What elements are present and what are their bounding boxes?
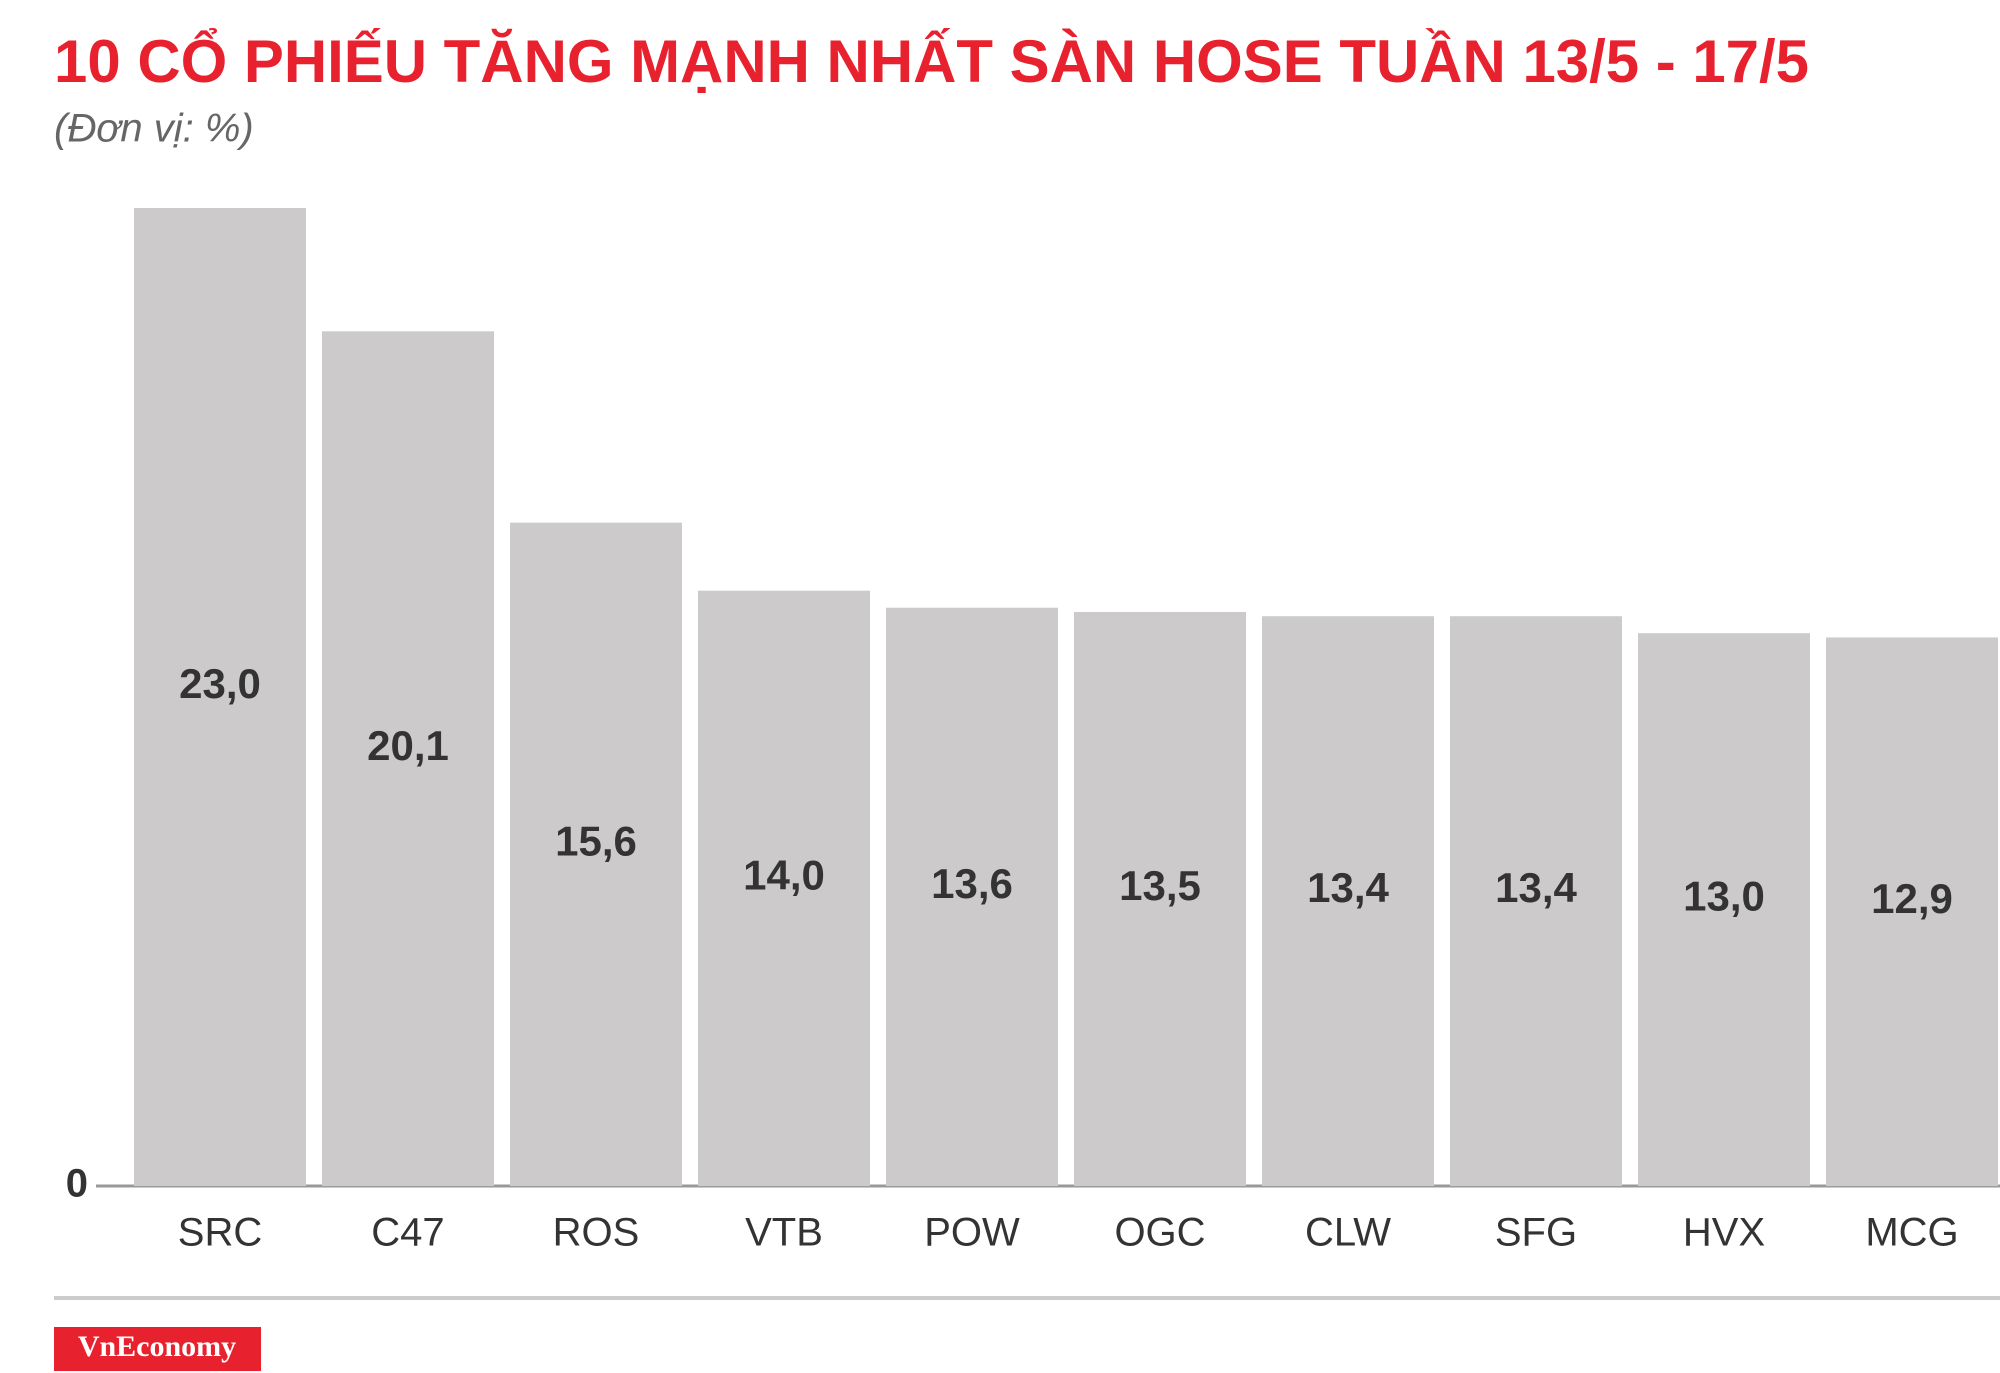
bar	[886, 607, 1058, 1186]
logo-box	[54, 1327, 261, 1371]
value-label: 13,5	[1119, 862, 1201, 909]
value-label: 13,4	[1495, 864, 1577, 911]
value-label: 23,0	[179, 660, 261, 707]
x-tick-label: HVX	[1683, 1211, 1765, 1255]
x-tick-label: MCG	[1865, 1211, 1958, 1255]
x-tick-label: CLW	[1305, 1211, 1391, 1255]
x-tick-label: SFG	[1495, 1211, 1577, 1255]
bar	[1638, 633, 1810, 1186]
chart-subtitle: (Đơn vị: %)	[54, 107, 254, 151]
bar	[1074, 611, 1246, 1186]
value-label: 13,0	[1683, 873, 1765, 920]
x-tick-label: C47	[371, 1211, 444, 1255]
value-label: 13,4	[1307, 864, 1389, 911]
bar	[134, 208, 306, 1186]
bar	[1262, 616, 1434, 1186]
x-tick-label: POW	[924, 1211, 1020, 1255]
logo: VnEconomy	[78, 1330, 236, 1363]
bar	[698, 590, 870, 1186]
chart-title: 10 CỔ PHIẾU TĂNG MẠNH NHẤT SÀN HOSE TUẦN…	[54, 28, 1809, 95]
x-tick-label: SRC	[178, 1211, 262, 1255]
bar	[510, 522, 682, 1186]
value-label: 20,1	[367, 722, 449, 769]
y-tick-label: 0	[66, 1162, 88, 1206]
x-tick-label: OGC	[1114, 1211, 1205, 1255]
value-label: 12,9	[1871, 875, 1953, 922]
x-tick-label: VTB	[745, 1211, 823, 1255]
value-label: 13,6	[931, 860, 1013, 907]
bar	[322, 331, 494, 1186]
bar	[1450, 616, 1622, 1186]
x-tick-label: ROS	[553, 1211, 640, 1255]
value-label: 14,0	[743, 851, 825, 898]
bar	[1826, 637, 1998, 1186]
value-label: 15,6	[555, 817, 637, 864]
